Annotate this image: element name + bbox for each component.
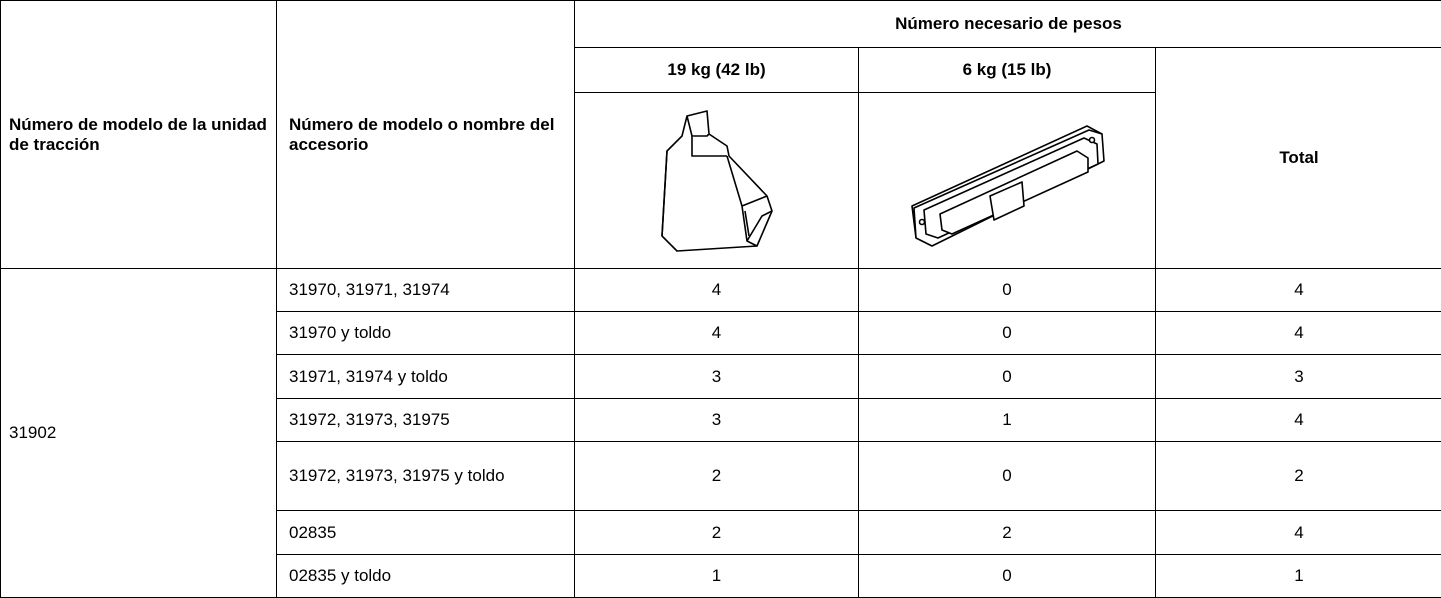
weight-6-count: 0 bbox=[858, 311, 1156, 356]
total-count: 1 bbox=[1155, 553, 1441, 598]
accessory-model: 31970, 31971, 31974 bbox=[276, 267, 575, 313]
table-body: 31902 31970, 31971, 31974 4 0 4 31970 y toldo… bbox=[0, 267, 1441, 598]
accessory-model: 31972, 31973, 31975 bbox=[276, 397, 575, 442]
table-row: 31971, 31974 y toldo 3 0 3 bbox=[1, 354, 1441, 399]
tractor-model-header: Número de modelo de la unidad de tracció… bbox=[0, 0, 277, 269]
weight-6-count: 0 bbox=[858, 440, 1156, 512]
weight-6-count: 0 bbox=[858, 553, 1156, 598]
total-header: Total bbox=[1155, 47, 1441, 269]
accessory-model: 31970 y toldo bbox=[276, 311, 575, 356]
weight-19-count: 3 bbox=[574, 397, 859, 442]
accessory-model: 02835 y toldo bbox=[276, 553, 575, 598]
accessory-model-header: Número de modelo o nombre del accesorio bbox=[276, 0, 575, 269]
table-row: 31970 y toldo 4 0 4 bbox=[1, 311, 1441, 356]
weight-19-header: 19 kg (42 lb) bbox=[574, 47, 859, 93]
accessory-model: 31971, 31974 y toldo bbox=[276, 354, 575, 399]
weight-6-illustration-cell bbox=[858, 92, 1156, 269]
table-row: 02835 2 2 4 bbox=[1, 510, 1441, 555]
tractor-model: 31902 bbox=[0, 268, 277, 598]
total-count: 2 bbox=[1155, 440, 1441, 512]
weight-19-count: 2 bbox=[574, 440, 859, 512]
table-row: 31972, 31973, 31975 3 1 4 bbox=[1, 397, 1441, 442]
weights-required-header: Número necesario de pesos bbox=[574, 0, 1441, 48]
table-row: 31972, 31973, 31975 y toldo 2 0 2 bbox=[1, 440, 1441, 512]
total-count: 3 bbox=[1155, 354, 1441, 399]
total-count: 4 bbox=[1155, 510, 1441, 555]
table-row: 02835 y toldo 1 0 1 bbox=[1, 553, 1441, 598]
weight-19-count: 2 bbox=[574, 510, 859, 555]
table-row: 31902 31970, 31971, 31974 4 0 4 bbox=[0, 267, 1441, 598]
weight-6-illustration bbox=[911, 124, 1105, 247]
total-count: 4 bbox=[1155, 267, 1441, 313]
weight-6-count: 2 bbox=[858, 510, 1156, 555]
total-count: 4 bbox=[1155, 311, 1441, 356]
weight-19-illustration-cell bbox=[574, 92, 859, 269]
weight-19-illustration bbox=[660, 109, 773, 252]
accessory-model: 31972, 31973, 31975 y toldo bbox=[276, 440, 575, 512]
weight-6-count: 1 bbox=[858, 397, 1156, 442]
weight-6-count: 0 bbox=[858, 267, 1156, 313]
weight-19-count: 4 bbox=[574, 267, 859, 313]
weight-6-count: 0 bbox=[858, 354, 1156, 399]
weight-19-count: 3 bbox=[574, 354, 859, 399]
weight-19-count: 4 bbox=[574, 311, 859, 356]
weight-19-count: 1 bbox=[574, 553, 859, 598]
weight-6-header: 6 kg (15 lb) bbox=[858, 47, 1156, 93]
total-count: 4 bbox=[1155, 397, 1441, 442]
accessory-model: 02835 bbox=[276, 510, 575, 555]
